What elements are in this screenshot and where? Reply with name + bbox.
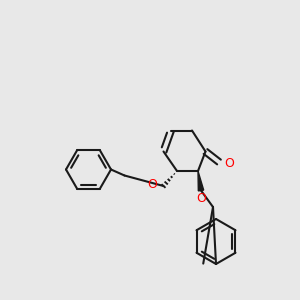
- Text: O: O: [147, 178, 157, 191]
- Text: O: O: [224, 157, 234, 170]
- Text: O: O: [197, 192, 206, 205]
- Polygon shape: [198, 171, 204, 191]
